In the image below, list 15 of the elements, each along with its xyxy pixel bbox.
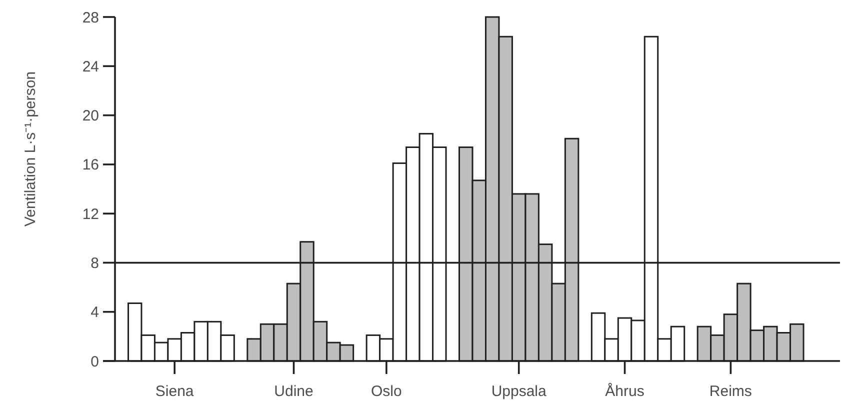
y-tick-label: 12 <box>82 206 99 223</box>
y-tick-label: 24 <box>82 58 99 76</box>
y-tick-label: 0 <box>90 353 99 370</box>
y-axis-title: Ventilation L·s⁻¹·person <box>22 71 39 227</box>
y-tick-label: 8 <box>90 254 99 272</box>
y-tick-label: 20 <box>82 108 99 125</box>
x-tick-label: Siena <box>155 383 194 400</box>
x-tick-label: Reims <box>709 383 752 400</box>
x-tick-label: Udine <box>274 383 314 400</box>
y-tick-label: 16 <box>82 156 99 174</box>
x-tick-label: Oslo <box>371 383 402 400</box>
x-tick-label: Åhrus <box>605 382 644 400</box>
x-tick-label: Uppsala <box>491 383 548 400</box>
y-tick-label: 28 <box>82 9 99 26</box>
y-tick-label: 4 <box>90 304 99 322</box>
